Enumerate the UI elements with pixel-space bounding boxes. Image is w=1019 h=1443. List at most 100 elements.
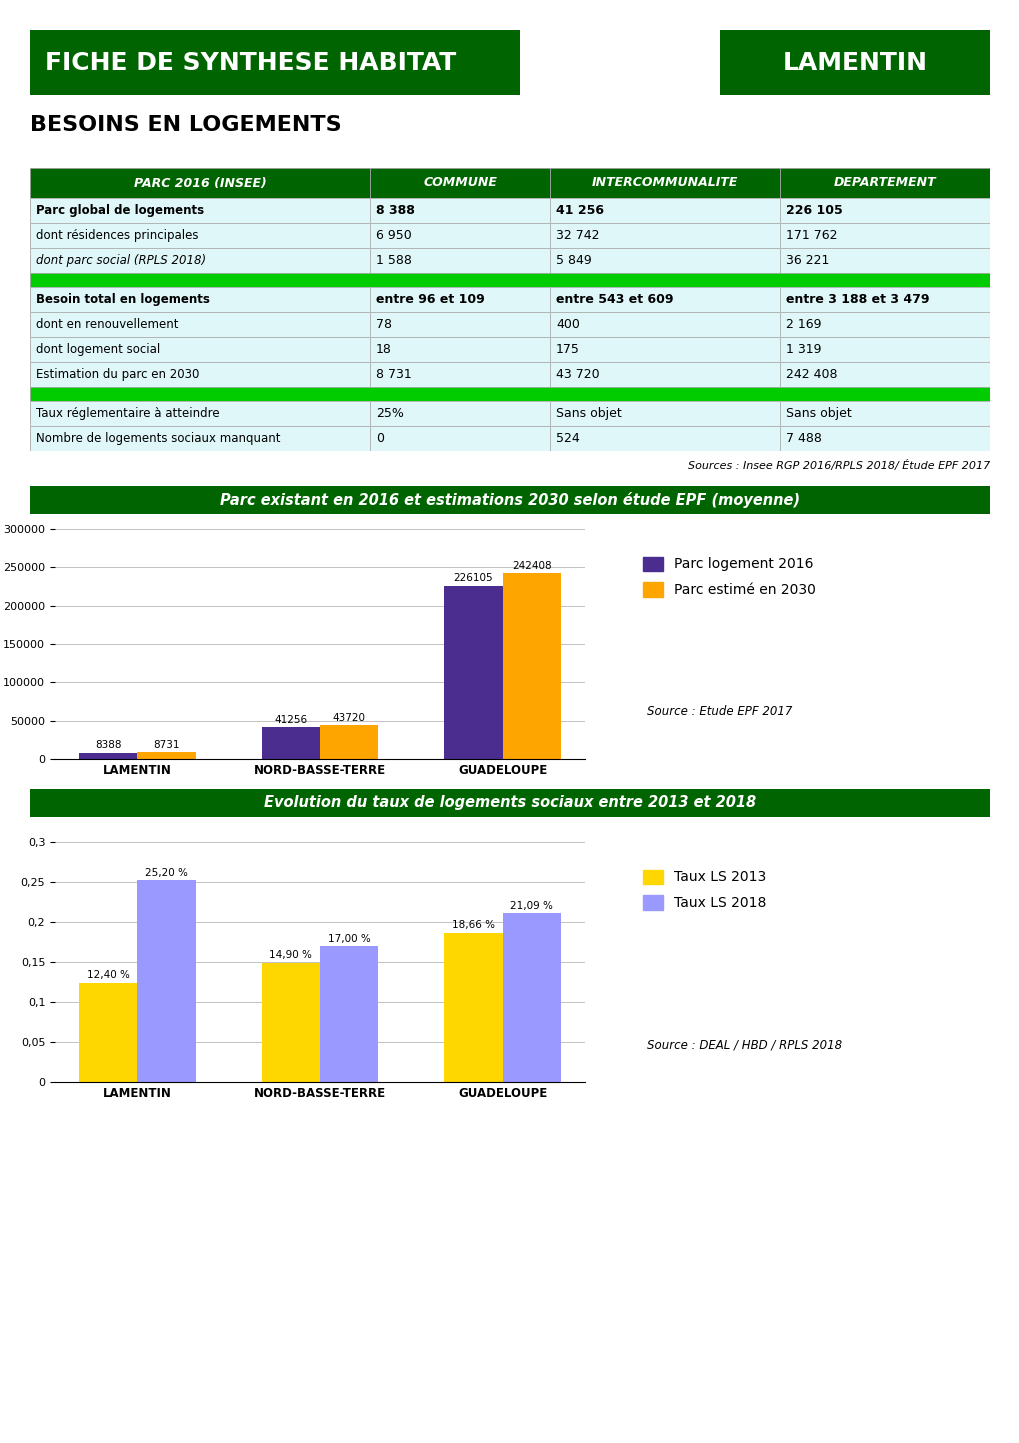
Text: PARC 2016 (INSEE): PARC 2016 (INSEE) <box>133 176 266 189</box>
Text: INTERCOMMUNALITE: INTERCOMMUNALITE <box>591 176 738 189</box>
Bar <box>261 727 320 759</box>
Text: entre 3 188 et 3 479: entre 3 188 et 3 479 <box>786 293 928 306</box>
Bar <box>443 932 502 1082</box>
Bar <box>502 913 560 1082</box>
Text: 171 762: 171 762 <box>786 229 837 242</box>
Text: 1 588: 1 588 <box>376 254 412 267</box>
Text: 14,90 %: 14,90 % <box>269 951 312 961</box>
Text: 242 408: 242 408 <box>786 368 837 381</box>
Bar <box>79 753 138 759</box>
FancyBboxPatch shape <box>370 362 549 387</box>
Text: 8 731: 8 731 <box>376 368 412 381</box>
Text: Taux réglementaire à atteindre: Taux réglementaire à atteindre <box>36 407 219 420</box>
Text: 12,40 %: 12,40 % <box>87 970 129 980</box>
Bar <box>320 947 378 1082</box>
Text: entre 96 et 109: entre 96 et 109 <box>376 293 484 306</box>
FancyBboxPatch shape <box>370 338 549 362</box>
Text: 41 256: 41 256 <box>555 203 603 216</box>
FancyBboxPatch shape <box>370 198 549 224</box>
Bar <box>79 983 138 1082</box>
FancyBboxPatch shape <box>30 789 989 817</box>
Text: 8388: 8388 <box>95 740 121 750</box>
Text: Source : Etude EPF 2017: Source : Etude EPF 2017 <box>646 706 792 719</box>
FancyBboxPatch shape <box>549 248 780 273</box>
FancyBboxPatch shape <box>30 287 370 312</box>
Text: 25,20 %: 25,20 % <box>145 869 187 877</box>
FancyBboxPatch shape <box>30 401 370 426</box>
Text: 8 388: 8 388 <box>376 203 415 216</box>
FancyBboxPatch shape <box>30 167 370 198</box>
Legend: Parc logement 2016, Parc estimé en 2030: Parc logement 2016, Parc estimé en 2030 <box>636 551 821 603</box>
FancyBboxPatch shape <box>549 401 780 426</box>
Text: Parc existant en 2016 et estimations 2030 selon étude EPF (moyenne): Parc existant en 2016 et estimations 203… <box>220 492 799 508</box>
Text: Estimation du parc en 2030: Estimation du parc en 2030 <box>36 368 199 381</box>
Text: 36 221: 36 221 <box>786 254 828 267</box>
Bar <box>261 962 320 1082</box>
Text: dont résidences principales: dont résidences principales <box>36 229 199 242</box>
FancyBboxPatch shape <box>780 312 989 338</box>
Text: 524: 524 <box>555 431 579 444</box>
FancyBboxPatch shape <box>370 312 549 338</box>
Text: Parc global de logements: Parc global de logements <box>36 203 204 216</box>
FancyBboxPatch shape <box>370 167 549 198</box>
FancyBboxPatch shape <box>549 426 780 452</box>
FancyBboxPatch shape <box>30 198 370 224</box>
Text: Source : DEAL / HBD / RPLS 2018: Source : DEAL / HBD / RPLS 2018 <box>646 1038 842 1051</box>
Text: 226 105: 226 105 <box>786 203 842 216</box>
Text: FICHE DE SYNTHESE HABITAT: FICHE DE SYNTHESE HABITAT <box>45 51 455 75</box>
Text: entre 543 et 609: entre 543 et 609 <box>555 293 673 306</box>
FancyBboxPatch shape <box>370 401 549 426</box>
FancyBboxPatch shape <box>549 167 780 198</box>
Text: 175: 175 <box>555 343 580 356</box>
Text: 0: 0 <box>376 431 383 444</box>
FancyBboxPatch shape <box>549 362 780 387</box>
Text: 25%: 25% <box>376 407 404 420</box>
FancyBboxPatch shape <box>30 248 370 273</box>
Text: 17,00 %: 17,00 % <box>327 934 370 944</box>
FancyBboxPatch shape <box>370 426 549 452</box>
FancyBboxPatch shape <box>30 338 370 362</box>
Text: 41256: 41256 <box>274 716 307 724</box>
Text: 242408: 242408 <box>512 561 551 571</box>
Text: Evolution du taux de logements sociaux entre 2013 et 2018: Evolution du taux de logements sociaux e… <box>264 795 755 811</box>
FancyBboxPatch shape <box>780 362 989 387</box>
Text: 32 742: 32 742 <box>555 229 599 242</box>
FancyBboxPatch shape <box>549 198 780 224</box>
Text: 43 720: 43 720 <box>555 368 599 381</box>
Text: 18,66 %: 18,66 % <box>451 921 494 931</box>
Bar <box>443 586 502 759</box>
Text: 1 319: 1 319 <box>786 343 820 356</box>
Text: 18: 18 <box>376 343 391 356</box>
FancyBboxPatch shape <box>30 273 989 287</box>
Text: Besoin total en logements: Besoin total en logements <box>36 293 210 306</box>
Text: 5 849: 5 849 <box>555 254 591 267</box>
FancyBboxPatch shape <box>780 338 989 362</box>
FancyBboxPatch shape <box>370 224 549 248</box>
FancyBboxPatch shape <box>30 312 370 338</box>
Text: 400: 400 <box>555 317 580 330</box>
Legend: Taux LS 2013, Taux LS 2018: Taux LS 2013, Taux LS 2018 <box>636 864 771 916</box>
FancyBboxPatch shape <box>780 248 989 273</box>
FancyBboxPatch shape <box>30 387 989 401</box>
FancyBboxPatch shape <box>780 167 989 198</box>
FancyBboxPatch shape <box>780 224 989 248</box>
FancyBboxPatch shape <box>30 486 989 514</box>
Bar <box>138 752 196 759</box>
Text: 43720: 43720 <box>332 713 366 723</box>
Text: dont en renouvellement: dont en renouvellement <box>36 317 178 330</box>
Text: BESOINS EN LOGEMENTS: BESOINS EN LOGEMENTS <box>30 115 341 136</box>
FancyBboxPatch shape <box>719 30 989 95</box>
FancyBboxPatch shape <box>549 224 780 248</box>
FancyBboxPatch shape <box>780 198 989 224</box>
Text: Sans objet: Sans objet <box>555 407 622 420</box>
Bar <box>320 726 378 759</box>
Text: Sans objet: Sans objet <box>786 407 851 420</box>
Text: Nombre de logements sociaux manquant: Nombre de logements sociaux manquant <box>36 431 280 444</box>
FancyBboxPatch shape <box>780 426 989 452</box>
Text: 6 950: 6 950 <box>376 229 412 242</box>
Text: 8731: 8731 <box>153 740 179 750</box>
FancyBboxPatch shape <box>549 287 780 312</box>
FancyBboxPatch shape <box>370 287 549 312</box>
Text: dont parc social (RPLS 2018): dont parc social (RPLS 2018) <box>36 254 206 267</box>
Text: DEPARTEMENT: DEPARTEMENT <box>833 176 935 189</box>
